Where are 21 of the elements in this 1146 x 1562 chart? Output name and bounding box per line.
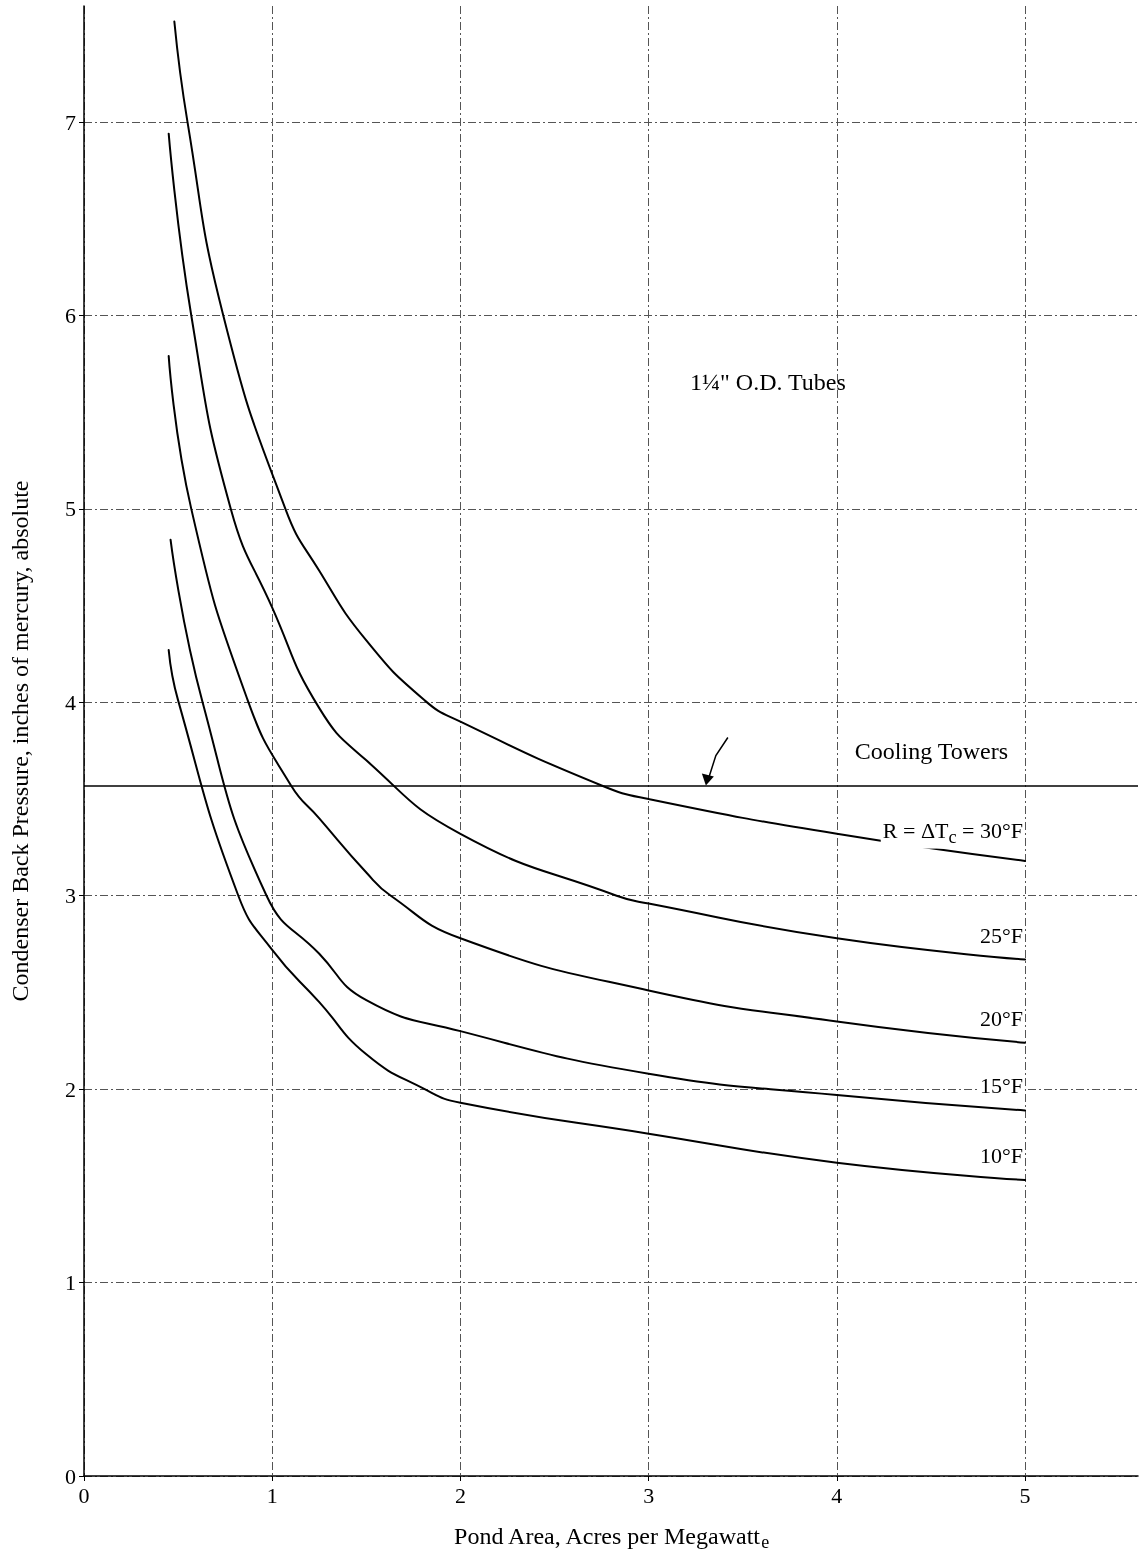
series-label: R = ΔT$_{c}$ = 30°F <box>880 817 1026 849</box>
series-label: 15°F <box>978 1073 1026 1099</box>
x-tick-label: 1 <box>266 1482 278 1508</box>
y-tick-label: 7 <box>65 109 76 135</box>
y-tick-label: 0 <box>65 1463 76 1489</box>
y-axis-title: Condenser Back Pressure, inches of mercury, absolute <box>7 480 33 1002</box>
series-label: 10°F <box>978 1143 1026 1169</box>
series-label: 20°F <box>978 1005 1026 1031</box>
ref-line-label: Cooling Towers <box>854 738 1008 765</box>
y-tick-label: 5 <box>65 496 76 522</box>
y-tick-label: 4 <box>65 689 76 715</box>
y-tick-label: 2 <box>65 1076 76 1102</box>
x-tick-label: 4 <box>831 1482 843 1508</box>
y-tick-label: 3 <box>65 883 76 909</box>
annotation: 1¼" O.D. Tubes <box>690 369 846 395</box>
x-tick-label: 5 <box>1019 1482 1031 1508</box>
y-tick-label: 6 <box>65 302 76 328</box>
series-label: 25°F <box>978 922 1026 948</box>
x-tick-label: 2 <box>454 1482 466 1508</box>
y-tick-label: 1 <box>65 1270 76 1296</box>
x-tick-label: 3 <box>643 1482 655 1508</box>
